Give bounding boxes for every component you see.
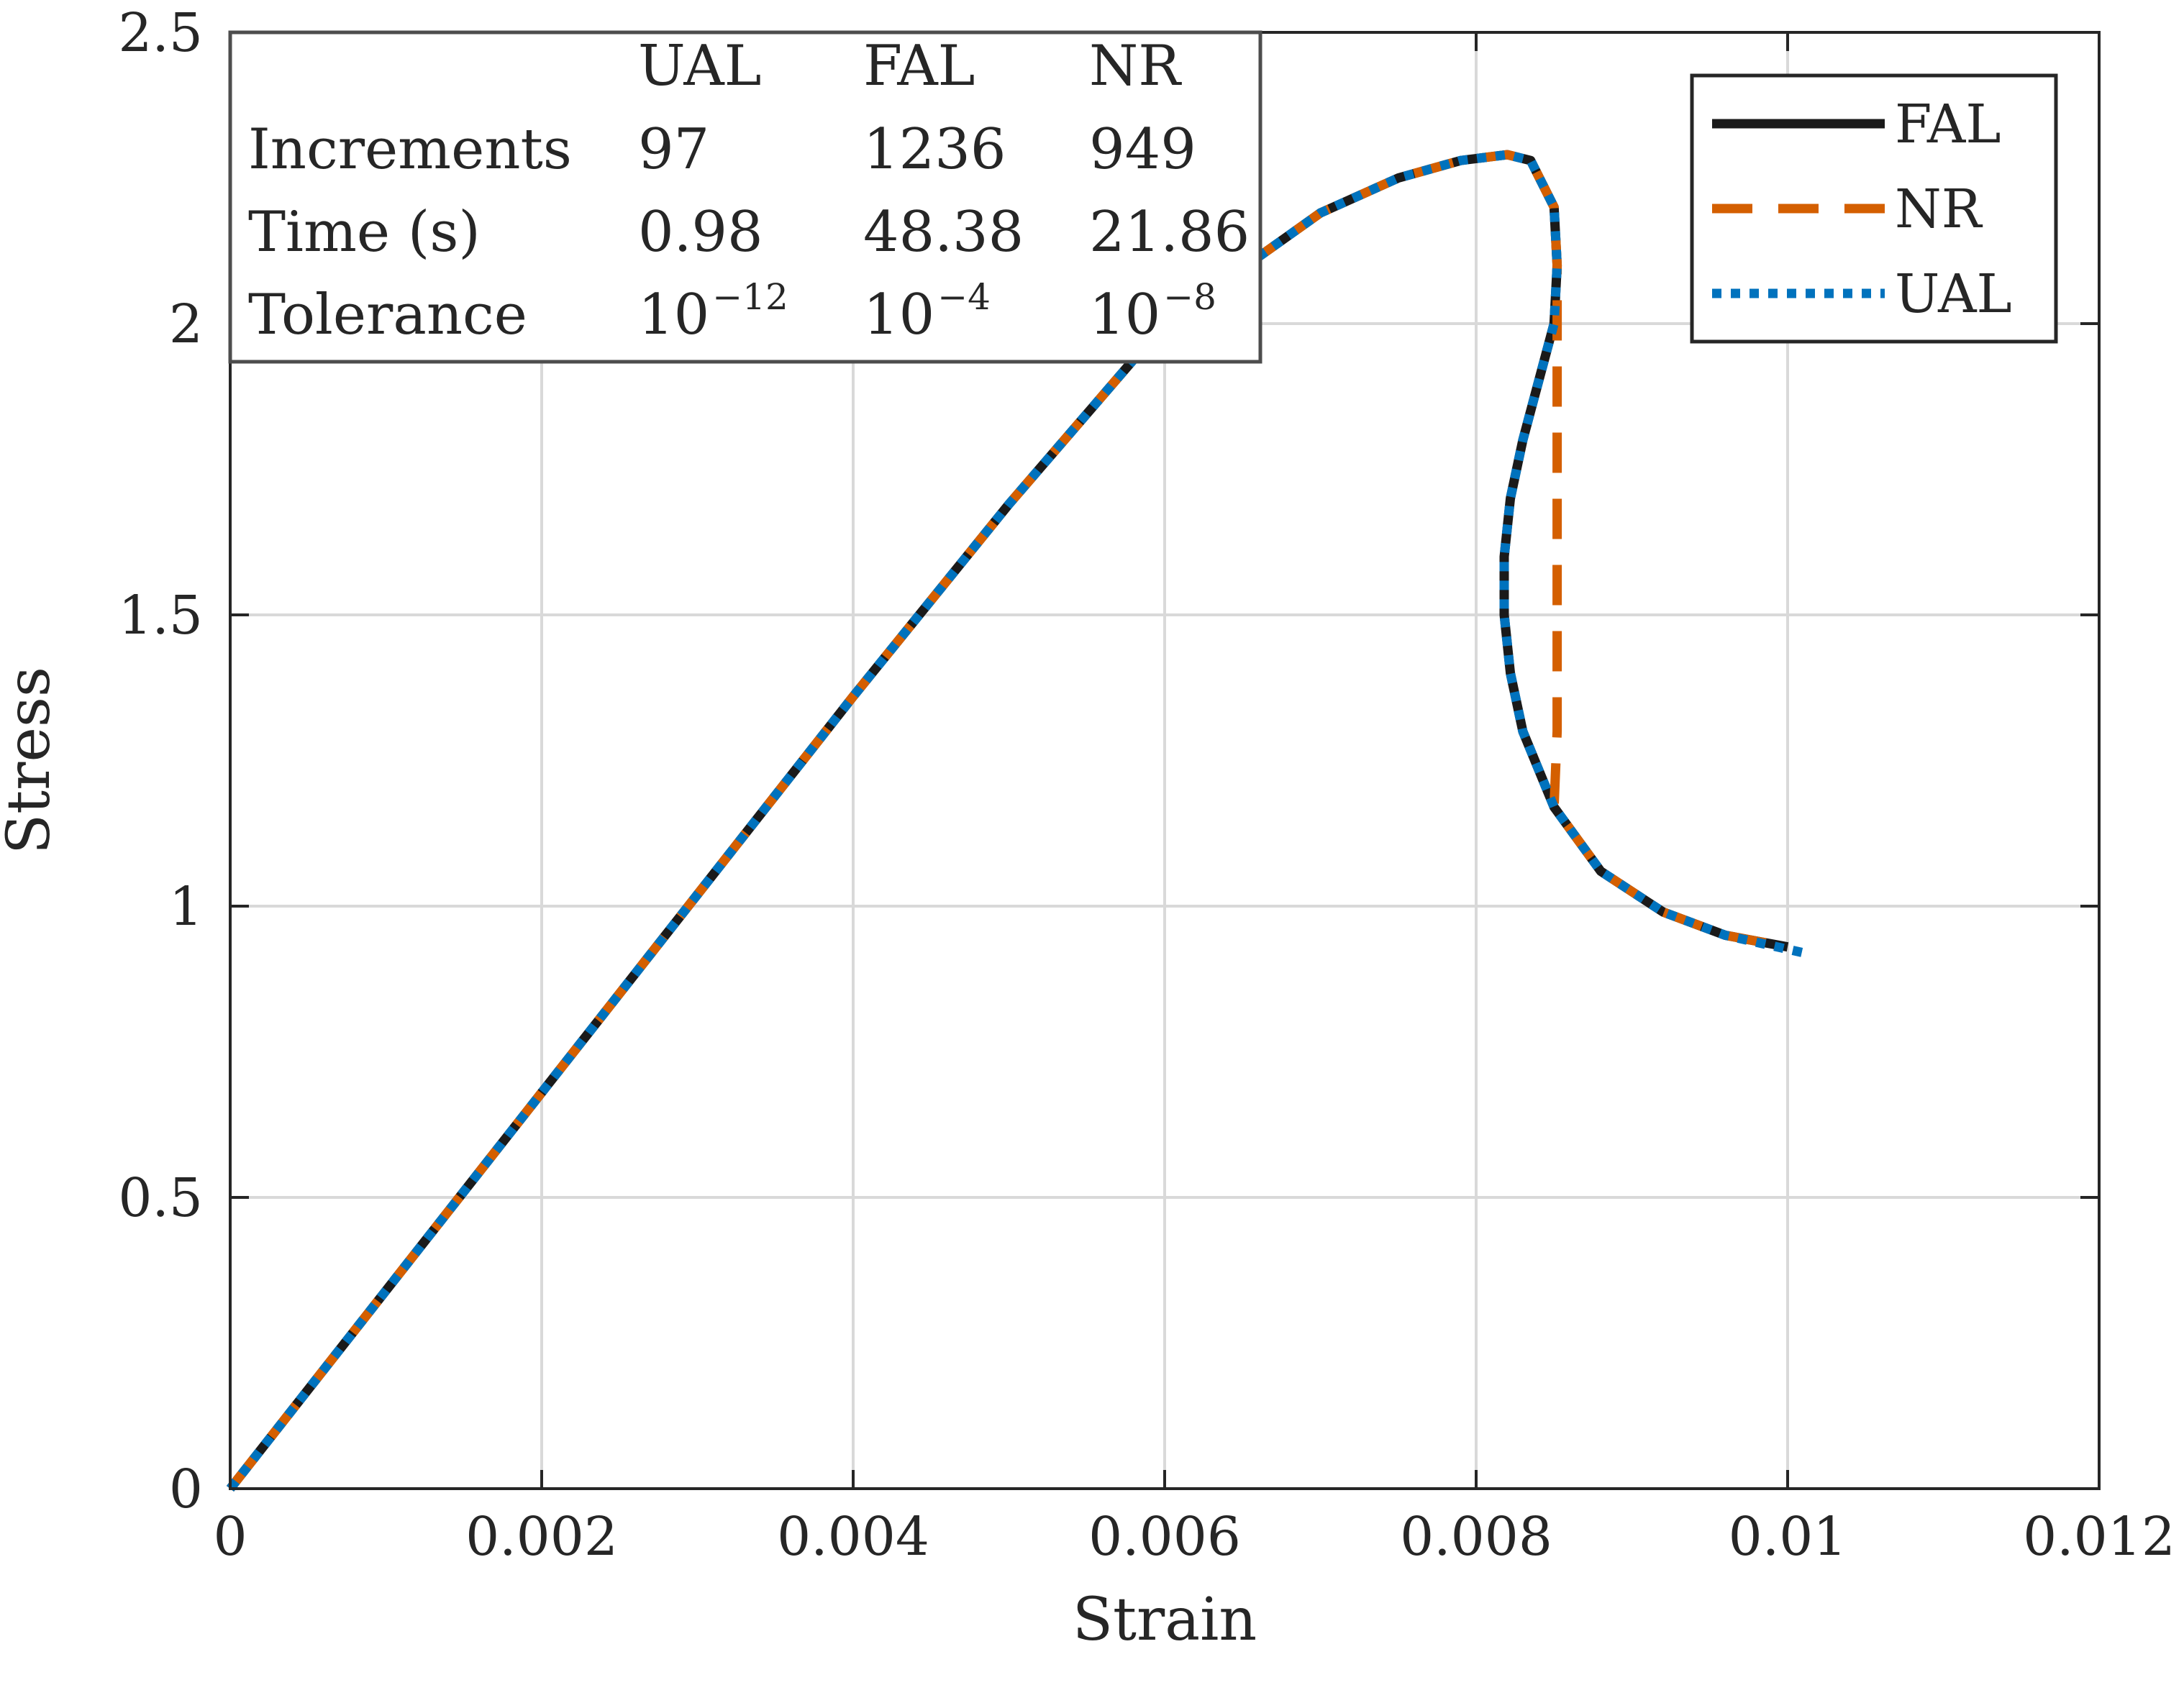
x-axis-label: Strain (1073, 1586, 1257, 1654)
stats-table: UAL FAL NR Increments 97 1236 949 Time (s) 0.98 4… (228, 30, 1262, 364)
x-tick-label: 0.006 (1088, 1506, 1241, 1568)
legend-label-fal: FAL (1895, 93, 2001, 155)
x-tick-label: 0.008 (1400, 1506, 1552, 1568)
x-tick-label: 0.01 (1729, 1506, 1847, 1568)
table-cell: 10−12 (638, 276, 788, 347)
series-line-ual (226, 150, 1805, 1492)
table-header: UAL (638, 34, 761, 99)
x-tick-label: 0.002 (465, 1506, 618, 1568)
table-cell: 0.98 (638, 200, 763, 265)
table-cell: 1236 (863, 117, 1006, 182)
tick-labels: 0 0.002 0.004 0.006 0.008 0.01 0.012 0 0.5 1 1.5 2 2… (118, 2, 2175, 1568)
table-cell: 97 (638, 117, 709, 182)
table-row-label: Tolerance (248, 283, 527, 347)
y-tick-label: 0.5 (118, 1167, 203, 1229)
table-cell: 10−4 (863, 276, 991, 347)
y-tick-label: 1.5 (118, 585, 203, 647)
legend: FAL NR UAL (1690, 73, 2058, 344)
series-layer (226, 150, 1805, 1492)
table-row-label: Increments (248, 117, 572, 182)
table-header: NR (1089, 34, 1182, 99)
table-header: FAL (863, 34, 975, 99)
x-tick-label: 0 (213, 1506, 247, 1568)
legend-label-nr: NR (1895, 178, 1983, 240)
y-tick-label: 2 (169, 293, 203, 355)
legend-label-ual: UAL (1895, 263, 2012, 325)
y-tick-label: 0 (169, 1458, 203, 1520)
table-row-label: Time (s) (248, 200, 481, 265)
x-tick-label: 0.012 (2023, 1506, 2175, 1568)
table-cell: 10−8 (1089, 276, 1216, 347)
stats-table-box (228, 30, 1262, 364)
y-axis-label: Stress (0, 667, 63, 854)
y-tick-label: 2.5 (118, 2, 203, 64)
table-cell: 48.38 (863, 200, 1024, 265)
table-cell: 21.86 (1089, 200, 1250, 265)
x-tick-label: 0.004 (777, 1506, 929, 1568)
y-tick-label: 1 (169, 876, 203, 938)
table-cell: 949 (1089, 117, 1196, 182)
